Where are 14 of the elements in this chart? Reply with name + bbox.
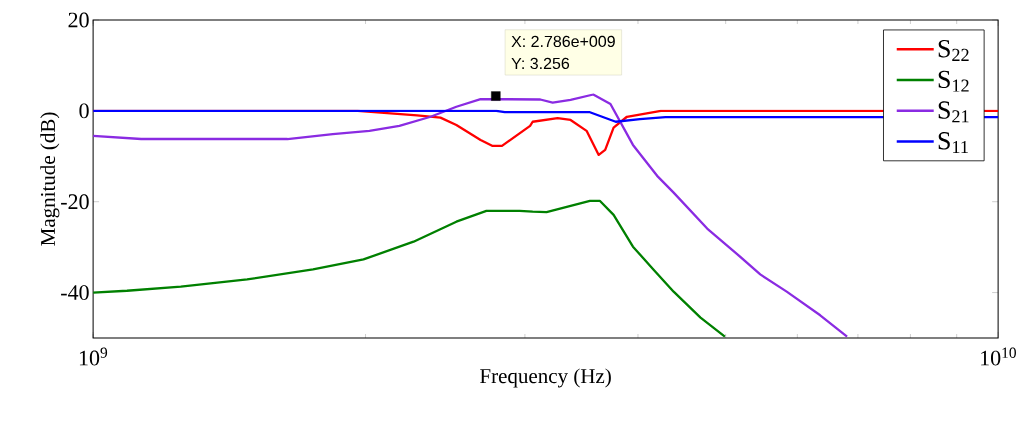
annotation: Y: 3.256 xyxy=(511,57,570,70)
legend-label: S$_{22}$ xyxy=(938,39,969,61)
y-tick-label: 0 xyxy=(79,103,89,119)
x-axis-title: Frequency (Hz) xyxy=(480,368,611,388)
y-tick-label: 20 xyxy=(68,12,89,28)
legend-label: S$_{11}$ xyxy=(938,132,968,154)
x-tick-label: 10$^{9}$ xyxy=(79,347,108,366)
y-axis-title: Magnitude (dB) xyxy=(40,112,60,246)
legend-label: S$_{12}$ xyxy=(938,70,969,92)
legend-label: S$_{21}$ xyxy=(938,101,969,123)
y-tick-label: -20 xyxy=(61,194,89,210)
x-tick-label: 10$^{10}$ xyxy=(981,347,1016,366)
y-tick-label: -40 xyxy=(61,285,89,300)
annotation: X: 2.786e+009 xyxy=(511,35,615,48)
